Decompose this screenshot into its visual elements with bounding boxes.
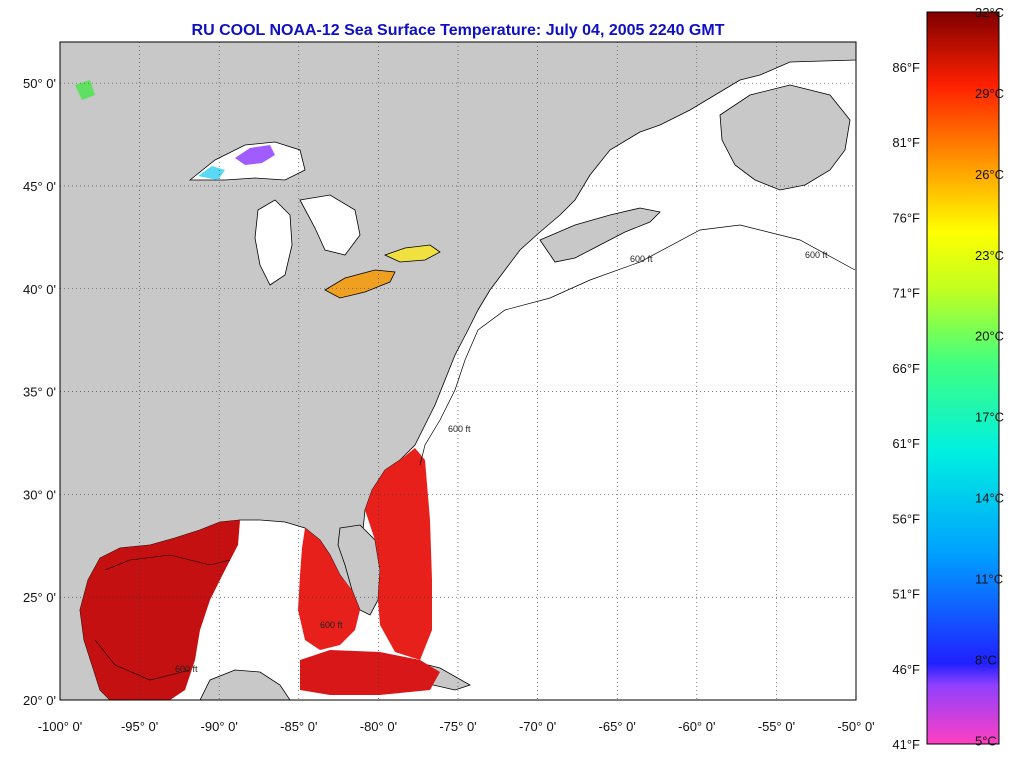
colorbar-celsius-label: 11°C (975, 571, 1003, 586)
longitude-tick-label: -75° 0' (439, 719, 476, 734)
contour-label-2: 600 ft (630, 254, 653, 264)
longitude-tick-label: -55° 0' (758, 719, 795, 734)
lake-michigan (254, 199, 293, 286)
latitude-tick-label: 40° 0' (23, 282, 56, 297)
colorbar-celsius-label: 26°C (975, 167, 1004, 182)
colorbar (926, 11, 1000, 745)
lake-huron (299, 194, 361, 256)
colorbar-fahrenheit-label: 86°F (892, 60, 920, 75)
longitude-tick-label: -85° 0' (280, 719, 317, 734)
latitude-tick-label: 20° 0' (23, 693, 56, 708)
longitude-tick-label: -70° 0' (519, 719, 556, 734)
colorbar-labels: 32°C 29°C 26°C 23°C 20°C 17°C 14°C 11°C 8°C 5°C 86… (892, 5, 1004, 752)
latitude-labels: 50° 0' 45° 0' 40° 0' 35° 0' 30° 0' 25° 0' 20° … (23, 76, 56, 708)
longitude-labels: -100° 0' -95° 0' -90° 0' -85° 0' -80° 0' -75°… (38, 719, 875, 734)
latitude-tick-label: 25° 0' (23, 590, 56, 605)
colorbar-fahrenheit-label: 66°F (892, 361, 920, 376)
colorbar-celsius-label: 32°C (975, 5, 1004, 20)
longitude-tick-label: -60° 0' (678, 719, 715, 734)
contour-label-1: 600 ft (448, 424, 471, 434)
colorbar-fahrenheit-label: 81°F (892, 135, 920, 150)
longitude-tick-label: -95° 0' (121, 719, 158, 734)
colorbar-celsius-label: 8°C (975, 652, 997, 667)
sst-lake-superior-cyan (198, 166, 225, 180)
colorbar-fahrenheit-label: 41°F (892, 737, 920, 752)
colorbar-celsius-label: 29°C (975, 86, 1004, 101)
contour-label-5: 600 ft (320, 620, 343, 630)
longitude-tick-label: -90° 0' (201, 719, 238, 734)
land-yucatan (199, 669, 291, 700)
colorbar-celsius-label: 23°C (975, 248, 1004, 263)
map-title: RU COOL NOAA-12 Sea Surface Temperature:… (191, 22, 725, 39)
contour-gulf (94, 554, 231, 681)
contour-600ft (419, 224, 856, 466)
colorbar-celsius-label: 17°C (975, 410, 1004, 425)
lake-ontario (383, 244, 441, 263)
sst-caribbean (300, 650, 440, 695)
sst-lake-superior (235, 145, 275, 165)
contour-label-4: 600 ft (175, 664, 198, 674)
colorbar-celsius-label: 20°C (975, 329, 1004, 344)
longitude-tick-label: -50° 0' (837, 719, 874, 734)
longitude-tick-label: -80° 0' (360, 719, 397, 734)
colorbar-fahrenheit-label: 76°F (892, 210, 920, 225)
colorbar-fahrenheit-label: 46°F (892, 662, 920, 677)
sst-atlantic-florida (365, 448, 432, 660)
colorbar-fahrenheit-label: 51°F (892, 587, 920, 602)
colorbar-fahrenheit-label: 61°F (892, 436, 920, 451)
latitude-tick-label: 50° 0' (23, 76, 56, 91)
colorbar-fahrenheit-label: 56°F (892, 511, 920, 526)
latitude-tick-label: 35° 0' (23, 385, 56, 400)
sst-gulf-west (80, 520, 240, 700)
land-florida (337, 524, 381, 616)
map-frame (59, 41, 857, 701)
longitude-tick-label: -65° 0' (599, 719, 636, 734)
sst-canada-lakes (75, 80, 95, 100)
latitude-tick-label: 30° 0' (23, 487, 56, 502)
colorbar-fahrenheit-label: 71°F (892, 286, 920, 301)
sst-gulf-east (298, 528, 360, 650)
colorbar-celsius-label: 14°C (975, 491, 1004, 506)
lake-erie (324, 269, 396, 299)
colorbar-celsius-label: 5°C (975, 733, 997, 748)
land-newfoundland (719, 84, 851, 191)
contour-label-3: 600 ft (805, 250, 828, 260)
latitude-tick-label: 45° 0' (23, 179, 56, 194)
longitude-tick-label: -100° 0' (38, 719, 83, 734)
land-nova-scotia (539, 207, 661, 263)
